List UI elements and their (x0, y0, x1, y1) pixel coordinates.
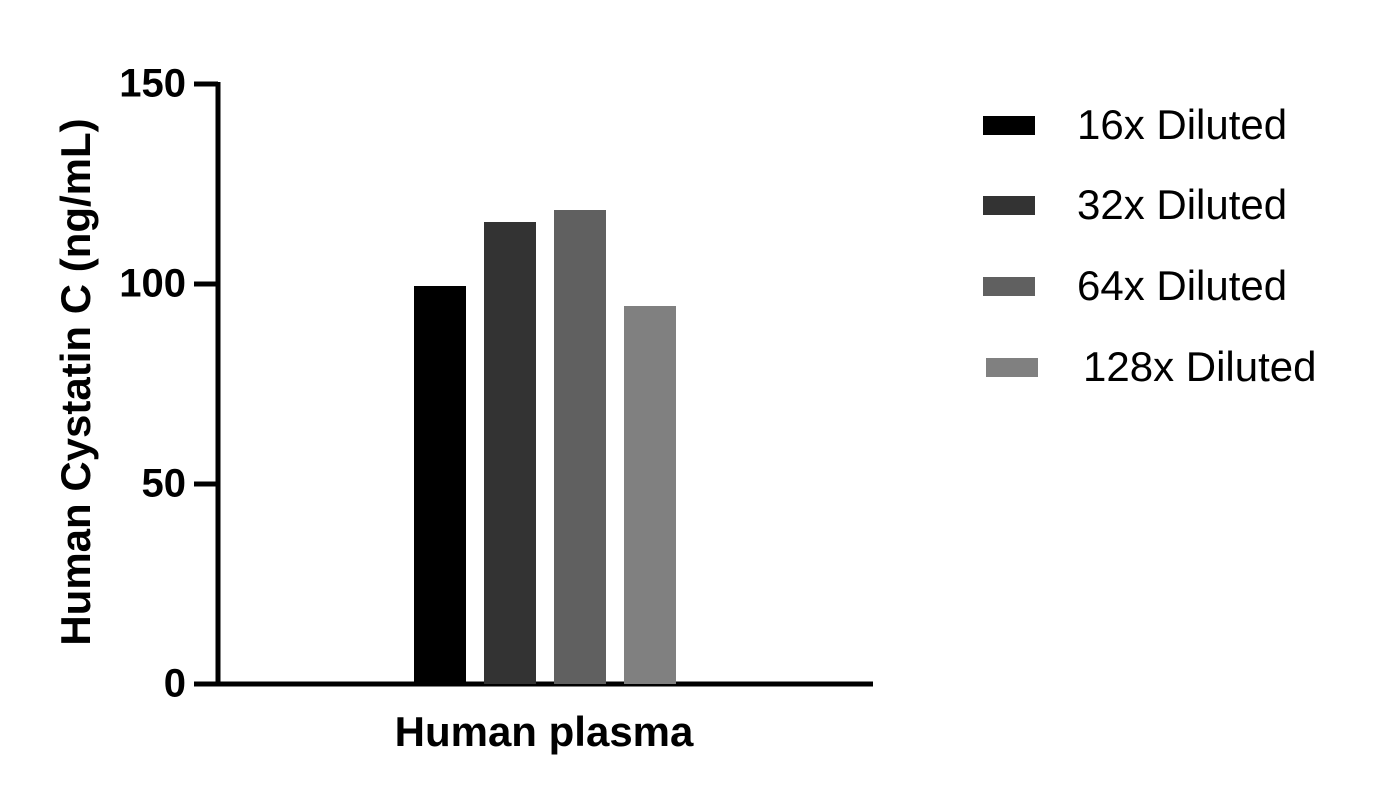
bar-group-human-plasma (414, 210, 676, 684)
y-tick-label-100: 100 (119, 261, 186, 306)
legend-label-32x: 32x Diluted (1077, 181, 1288, 228)
x-axis-category-label: Human plasma (394, 708, 694, 755)
y-tick-label-0: 0 (163, 661, 186, 706)
bar-128x (624, 306, 676, 684)
legend-label-128x: 128x Diluted (1083, 343, 1317, 390)
legend-swatch-16x (983, 116, 1035, 135)
bar-32x (484, 222, 536, 684)
bar-64x (554, 210, 606, 684)
bar-16x (414, 286, 466, 684)
legend-label-16x: 16x Diluted (1077, 101, 1288, 148)
y-tick-label-150: 150 (119, 61, 186, 106)
y-tick-label-50: 50 (141, 461, 187, 506)
legend-swatch-64x (983, 277, 1035, 296)
legend-label-64x: 64x Diluted (1077, 262, 1288, 309)
legend-swatch-128x (986, 358, 1038, 377)
y-axis-title: Human Cystatin C (ng/mL) (52, 118, 99, 646)
legend-swatch-32x (983, 196, 1035, 215)
